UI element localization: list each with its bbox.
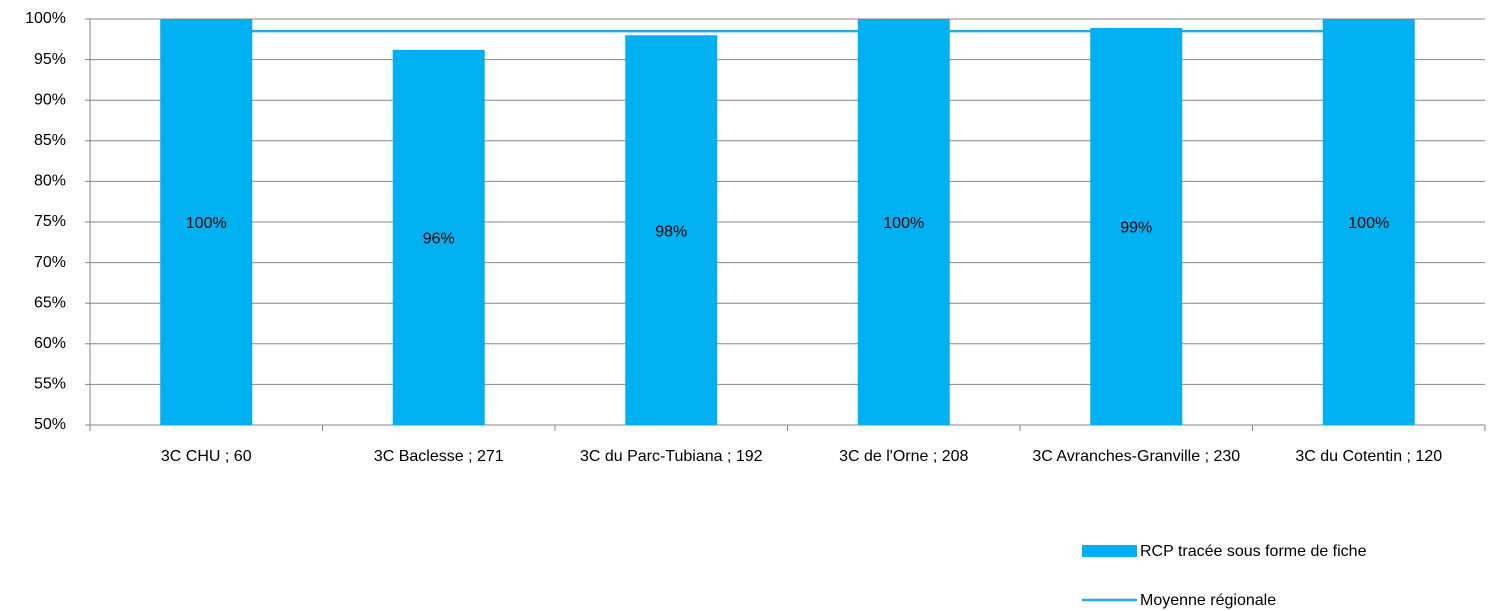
y-tick-label: 80%	[34, 173, 66, 190]
legend-label: RCP tracée sous forme de fiche	[1140, 543, 1367, 560]
x-tick-label: 3C CHU ; 60	[160, 448, 252, 465]
data-label: 99%	[1120, 220, 1152, 237]
bar	[392, 49, 485, 426]
bar	[160, 19, 253, 425]
y-tick-label: 85%	[34, 132, 66, 149]
y-tick-label: 100%	[25, 10, 66, 27]
y-tick-label: 90%	[34, 91, 66, 108]
y-tick-label: 55%	[34, 376, 66, 393]
y-tick-label: 50%	[34, 416, 66, 433]
bar	[1090, 27, 1183, 425]
bar	[1322, 19, 1415, 425]
data-label: 100%	[186, 215, 227, 232]
data-label: 100%	[883, 215, 924, 232]
x-tick-label: 3C Avranches-Granville ; 230	[1032, 448, 1241, 465]
legend-label: Moyenne régionale	[1140, 592, 1276, 609]
x-tick-label: 3C Baclesse ; 271	[373, 448, 504, 465]
y-tick-label: 70%	[34, 254, 66, 271]
data-label: 98%	[655, 223, 687, 240]
data-label: 96%	[423, 231, 455, 248]
x-tick-label: 3C de l'Orne ; 208	[839, 448, 969, 465]
bar	[857, 19, 950, 425]
y-tick-label: 95%	[34, 51, 66, 68]
x-tick-label: 3C du Cotentin ; 120	[1295, 448, 1443, 465]
x-tick-label: 3C du Parc-Tubiana ; 192	[579, 448, 763, 465]
bar	[625, 35, 718, 426]
data-label: 100%	[1348, 215, 1389, 232]
y-tick-label: 65%	[34, 294, 66, 311]
y-tick-label: 60%	[34, 335, 66, 352]
y-tick-label: 75%	[34, 213, 66, 230]
legend-swatch	[1082, 545, 1137, 557]
